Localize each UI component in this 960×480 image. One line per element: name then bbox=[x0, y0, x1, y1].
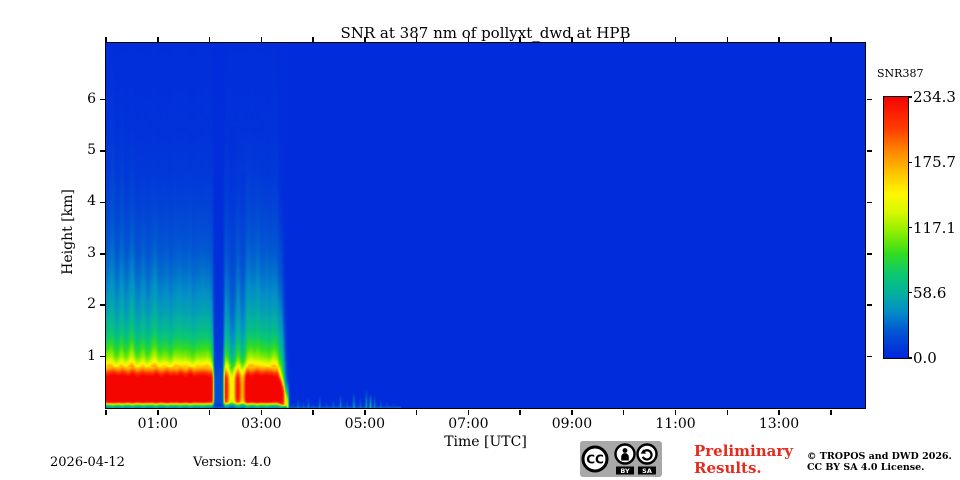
x-tick bbox=[364, 409, 366, 415]
colorbar-tick-label: 117.1 bbox=[913, 218, 956, 237]
x-tick-label: 05:00 bbox=[344, 416, 386, 432]
x-tick bbox=[467, 409, 470, 415]
x-tick bbox=[105, 409, 107, 415]
x-tick-label: 09:00 bbox=[551, 416, 593, 432]
y-tick-label: 1 bbox=[87, 347, 96, 364]
colorbar-gradient bbox=[884, 97, 908, 358]
colorbar-tick-label: 58.6 bbox=[913, 283, 947, 302]
x-tick-top bbox=[726, 36, 729, 42]
colorbar-tick-label: 234.3 bbox=[913, 88, 956, 106]
x-tick-top bbox=[467, 36, 470, 42]
y-tick-label: 3 bbox=[87, 244, 96, 261]
colorbar-tick-label: 0.0 bbox=[913, 349, 937, 367]
x-tick-top bbox=[260, 36, 263, 42]
y-tick-right bbox=[866, 304, 872, 306]
y-tick bbox=[99, 304, 105, 306]
y-tick-right bbox=[866, 201, 872, 204]
copyright-line2: CC BY SA 4.0 License. bbox=[807, 462, 925, 473]
x-tick bbox=[726, 409, 729, 415]
colorbar bbox=[883, 96, 909, 359]
y-tick bbox=[99, 98, 105, 101]
x-tick-top bbox=[622, 36, 625, 42]
preliminary-line2: Results. bbox=[694, 459, 762, 477]
y-tick-right bbox=[866, 98, 872, 101]
x-tick bbox=[674, 409, 677, 415]
preliminary-line1: Preliminary bbox=[694, 442, 793, 460]
cc-by-sa-badge: CC BY SA bbox=[580, 441, 662, 477]
x-tick-label: 03:00 bbox=[241, 416, 282, 432]
heatmap-plot-area bbox=[105, 42, 866, 409]
y-tick bbox=[99, 150, 105, 152]
x-axis-label: Time [UTC] bbox=[444, 434, 527, 450]
y-tick-label: 5 bbox=[87, 141, 96, 158]
footer-version: Version: 4.0 bbox=[193, 455, 272, 470]
plot-title: SNR at 387 nm of pollyxt_dwd at HPB bbox=[340, 24, 631, 42]
x-tick bbox=[778, 409, 780, 415]
sa-arrow-icon: SA bbox=[636, 443, 658, 475]
x-tick-top bbox=[830, 36, 832, 42]
x-tick-label: 07:00 bbox=[448, 416, 489, 432]
x-tick bbox=[622, 409, 625, 415]
y-tick-right bbox=[866, 150, 872, 152]
x-tick bbox=[415, 409, 418, 415]
x-tick-top bbox=[208, 36, 211, 42]
preliminary-results-note: Preliminary Results. bbox=[694, 443, 793, 477]
colorbar-tick bbox=[908, 226, 912, 229]
x-tick bbox=[519, 409, 521, 415]
x-tick bbox=[571, 409, 573, 415]
colorbar-title: SNR387 bbox=[877, 67, 924, 80]
y-tick bbox=[99, 201, 105, 204]
x-tick-top bbox=[674, 36, 677, 42]
x-tick-label: 13:00 bbox=[758, 416, 800, 432]
x-tick-top bbox=[415, 36, 418, 42]
x-tick-top bbox=[571, 36, 573, 42]
footer-date: 2026-04-12 bbox=[50, 455, 125, 470]
svg-text:CC: CC bbox=[586, 453, 604, 467]
x-tick bbox=[830, 409, 832, 415]
y-tick-label: 4 bbox=[87, 193, 96, 210]
svg-text:BY: BY bbox=[620, 467, 630, 475]
x-tick-top bbox=[157, 36, 159, 42]
x-tick-top bbox=[312, 36, 314, 42]
y-tick-right bbox=[866, 355, 872, 358]
colorbar-tick bbox=[908, 96, 912, 98]
x-tick-top bbox=[778, 36, 780, 42]
copyright-note: © TROPOS and DWD 2026. CC BY SA 4.0 Lice… bbox=[807, 451, 952, 473]
colorbar-tick bbox=[908, 161, 912, 163]
y-tick bbox=[99, 355, 105, 358]
colorbar-tick bbox=[908, 357, 912, 359]
x-tick-label: 01:00 bbox=[137, 416, 178, 432]
x-tick bbox=[157, 409, 159, 415]
y-tick bbox=[99, 253, 105, 255]
x-tick-top bbox=[105, 36, 107, 42]
svg-text:SA: SA bbox=[642, 467, 652, 475]
by-person-icon: BY bbox=[614, 443, 636, 475]
y-tick-label: 2 bbox=[87, 296, 96, 313]
y-tick-label: 6 bbox=[87, 90, 96, 107]
copyright-line1: © TROPOS and DWD 2026. bbox=[807, 451, 952, 462]
cc-icon: CC bbox=[581, 445, 609, 473]
x-tick-top bbox=[364, 36, 366, 42]
colorbar-tick-label: 175.7 bbox=[913, 153, 956, 172]
x-tick bbox=[208, 409, 211, 415]
x-tick bbox=[312, 409, 314, 415]
snr-heatmap-canvas bbox=[106, 43, 865, 408]
x-tick-top bbox=[519, 36, 521, 42]
y-tick-right bbox=[866, 253, 872, 255]
x-tick bbox=[260, 409, 263, 415]
x-tick-label: 11:00 bbox=[655, 416, 696, 432]
colorbar-tick bbox=[908, 292, 912, 294]
